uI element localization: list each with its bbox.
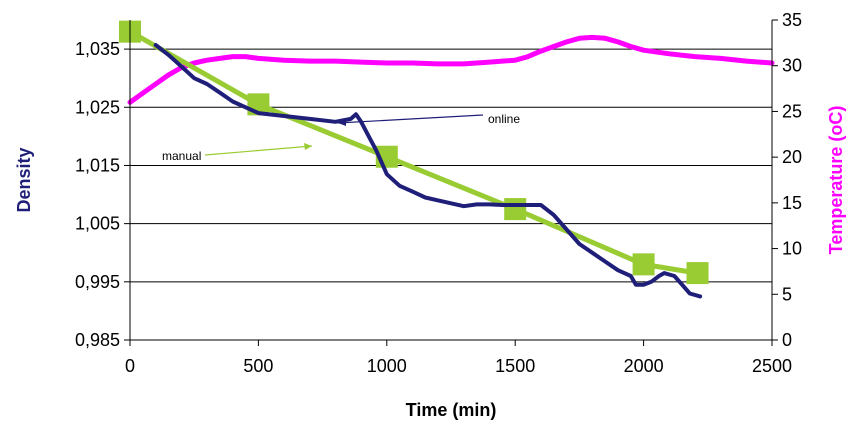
x-tick-label: 0 <box>125 356 135 376</box>
right-y-axis-title: Temperature (oC) <box>826 106 846 255</box>
manual-marker <box>686 262 709 285</box>
online-annotation-arrowhead <box>338 119 346 126</box>
right-y-tick-label: 15 <box>782 193 802 213</box>
gridlines <box>130 48 772 341</box>
left-y-tick-label: 1,025 <box>75 97 120 117</box>
right-y-tick-label: 25 <box>782 101 802 121</box>
manual-series-line <box>127 29 700 276</box>
x-tick-label: 1000 <box>367 356 407 376</box>
x-tick-label: 1500 <box>495 356 535 376</box>
axes <box>129 20 773 341</box>
left-y-tick-label: 0,995 <box>75 272 120 292</box>
right-y-tick-label: 0 <box>782 330 792 350</box>
manual-marker <box>632 253 655 276</box>
x-axis-title: Time (min) <box>406 400 497 420</box>
tick-labels: 0 500 1000 1500 2000 2500 0,985 0,995 1,005 1,015… <box>75 10 802 376</box>
right-y-tick-label: 35 <box>782 10 802 30</box>
temperature-series-line <box>127 34 775 105</box>
online-annotation-arrow <box>337 114 484 124</box>
series-layer <box>119 20 775 299</box>
x-tick-label: 2500 <box>752 356 792 376</box>
right-y-tick-label: 5 <box>782 284 792 304</box>
left-y-tick-label: 1,035 <box>75 39 120 59</box>
online-annotation-label: online <box>488 112 520 126</box>
manual-annotation-arrow <box>204 145 313 156</box>
x-tick-label: 500 <box>243 356 273 376</box>
right-y-tick-label: 10 <box>782 239 802 259</box>
left-y-tick-label: 1,005 <box>75 214 120 234</box>
left-y-tick-label: 0,985 <box>75 330 120 350</box>
right-y-tick-label: 30 <box>782 56 802 76</box>
annotations: manual online <box>162 112 520 163</box>
online-series-line <box>153 43 703 299</box>
manual-annotation-arrowhead <box>304 143 312 150</box>
right-y-tick-label: 20 <box>782 147 802 167</box>
x-tick-label: 2000 <box>624 356 664 376</box>
manual-marker <box>504 198 527 221</box>
manual-annotation-label: manual <box>162 149 201 163</box>
left-y-axis-title: Density <box>14 147 34 212</box>
left-y-tick-label: 1,015 <box>75 155 120 175</box>
